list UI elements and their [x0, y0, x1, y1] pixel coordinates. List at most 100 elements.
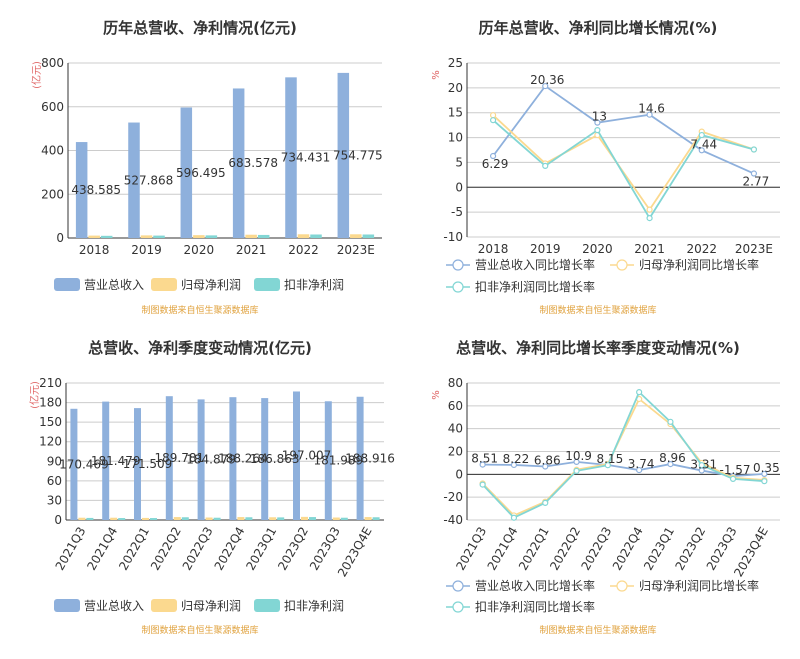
y-tick-label: -40	[443, 513, 463, 527]
line-point	[594, 127, 601, 134]
legend-label: 营业总收入同比增长率	[475, 578, 595, 593]
x-tick-label: 2023Q2	[275, 525, 311, 573]
legend-label: 营业总收入	[84, 599, 144, 613]
line-data-label: 8.96	[659, 451, 686, 465]
line-point	[479, 461, 486, 468]
x-tick-label: 2023E	[337, 243, 375, 257]
x-tick-label: 2018	[478, 242, 509, 256]
x-tick-label: 2019	[131, 243, 162, 257]
y-tick-label: 15	[448, 106, 463, 120]
y-tick-label: 0	[56, 231, 64, 245]
line-data-label: 2.77	[743, 175, 770, 189]
bar-revenue	[324, 401, 332, 520]
bar-net-profit	[332, 517, 340, 520]
chart-title: 总营收、净利同比增长率季度变动情况(%)	[456, 339, 740, 357]
y-tick-label: 0	[54, 513, 62, 527]
legend-swatch-marker[interactable]	[452, 259, 464, 271]
y-tick-label: 20	[448, 445, 463, 459]
bar-revenue	[102, 401, 110, 520]
y-tick-label: 60	[47, 474, 62, 488]
bar-data-label: 181.479	[91, 454, 141, 468]
line-data-label: 20.36	[530, 73, 564, 87]
line-point	[636, 466, 643, 474]
bar-net-profit	[205, 517, 213, 520]
bar-data-label: 197.007	[282, 449, 332, 463]
bar-net-profit	[269, 517, 277, 520]
bar-data-label: 188.264	[218, 452, 268, 466]
legend-swatch-marker[interactable]	[616, 259, 628, 271]
bar-revenue	[293, 391, 301, 520]
y-tick-label: 40	[448, 422, 463, 436]
legend-swatch-deducted-profit[interactable]	[254, 599, 280, 612]
bar-net-profit	[297, 234, 310, 238]
y-tick-label: 30	[47, 493, 62, 507]
series-line-deducted-profit	[492, 119, 755, 220]
line-data-label: 8.22	[503, 452, 530, 466]
line-point	[698, 131, 705, 139]
bar-revenue	[70, 408, 78, 520]
bar-deducted-profit	[149, 518, 157, 520]
legend-swatch-marker[interactable]	[616, 580, 628, 592]
x-tick-label: 2021	[634, 242, 665, 256]
legend-swatch-deducted-profit[interactable]	[254, 278, 280, 291]
bar-revenue	[232, 88, 245, 238]
line-point	[542, 499, 549, 506]
line-data-label: 6.29	[482, 157, 509, 171]
legend-swatch-marker[interactable]	[452, 601, 464, 613]
legend: 营业总收入 归母净利润 扣非净利润	[54, 599, 344, 613]
chart-quarterly_growth: 总营收、净利同比增长率季度变动情况(%)-40-20020406080%2021…	[431, 339, 780, 636]
bar-data-label: 596.495	[176, 166, 226, 180]
source-note: 制图数据来自恒生聚源数据库	[539, 304, 656, 316]
source-note: 制图数据来自恒生聚源数据库	[141, 624, 258, 636]
x-tick-label: 2018	[79, 243, 110, 257]
x-tick-label: 2020	[184, 243, 215, 257]
bar-deducted-profit	[340, 517, 348, 520]
line-data-label: 14.6	[638, 102, 665, 116]
bar-deducted-profit	[181, 517, 189, 520]
bar-deducted-profit	[86, 517, 94, 520]
x-tick-label: 2021	[236, 243, 267, 257]
line-data-label: 13	[592, 110, 607, 124]
legend-swatch-net-profit[interactable]	[151, 599, 177, 612]
chart-title: 总营收、净利季度变动情况(亿元)	[88, 339, 312, 357]
legend-swatch-marker[interactable]	[452, 580, 464, 592]
legend-swatch-revenue[interactable]	[54, 599, 80, 612]
line-point	[542, 82, 549, 90]
line-data-label: -1.57	[720, 463, 751, 477]
y-tick-label: -20	[443, 490, 463, 504]
line-point	[479, 481, 486, 488]
legend-swatch-net-profit[interactable]	[151, 278, 177, 291]
bar-data-label: 170.469	[59, 457, 109, 471]
bar-data-label: 438.585	[71, 183, 121, 197]
bar-data-label: 186.863	[250, 452, 300, 466]
line-point	[750, 146, 758, 153]
bar-net-profit	[193, 235, 205, 238]
bar-deducted-profit	[213, 517, 221, 520]
x-tick-label: 2021Q4	[84, 525, 120, 573]
legend-swatch-revenue[interactable]	[54, 278, 80, 291]
bar-deducted-profit	[100, 235, 113, 238]
bar-data-label: 683.578	[228, 156, 278, 170]
line-point	[667, 418, 674, 425]
line-data-label: 8.15	[596, 452, 623, 466]
chart-annual_growth: 历年总营收、净利同比增长情况(%) -10 -5 0 5 10 15 20 25% 2018 201…	[431, 19, 780, 316]
line-point	[604, 462, 611, 469]
bar-revenue	[134, 408, 142, 520]
chart-quarterly_amount: 总营收、净利季度变动情况(亿元) 0 30 60 90 120 150 180 210(亿元) 2…	[28, 339, 395, 636]
y-tick-label: 800	[41, 56, 64, 70]
series-line-net-profit	[482, 397, 765, 517]
line-point	[667, 461, 674, 468]
chart-title: 历年总营收、净利情况(亿元)	[103, 19, 297, 37]
legend-swatch-marker[interactable]	[452, 281, 464, 293]
y-tick-label: 400	[41, 144, 64, 158]
line-data-label: 10.9	[565, 449, 592, 463]
bar-deducted-profit	[245, 517, 253, 520]
bar-data-label: 184.879	[186, 453, 236, 467]
bar-revenue	[75, 142, 88, 238]
y-tick-label: 60	[448, 399, 463, 413]
bar-data-label: 188.916	[345, 451, 395, 465]
bar-revenue	[261, 398, 269, 520]
line-data-label: 3.31	[690, 458, 717, 472]
line-point	[761, 478, 768, 485]
